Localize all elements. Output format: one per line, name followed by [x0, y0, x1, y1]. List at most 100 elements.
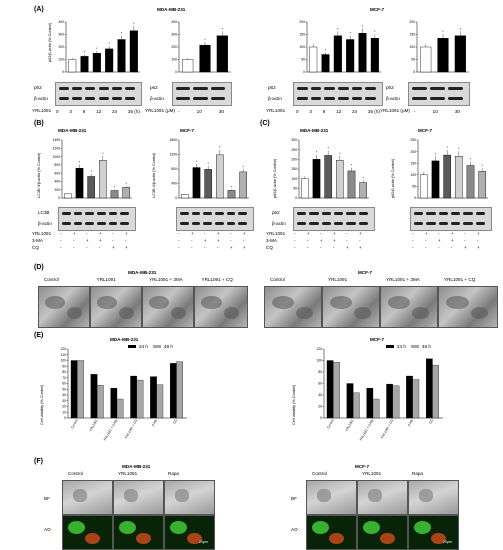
tick-label: 10 — [196, 109, 202, 114]
micrograph-d-mcf-cq — [438, 286, 498, 328]
bar-48h — [353, 392, 360, 419]
chart-a-mcf-dose: 0 50 100 150 200 * * — [409, 20, 469, 74]
micrograph-f-mda-ao-yrl — [113, 515, 164, 550]
bar — [122, 187, 130, 199]
panel-d-labels-mda: Control YRL1091 YRL1091 + 3MA YRL1091 + CQ — [38, 277, 248, 284]
sign-cell: + — [359, 245, 362, 250]
bar-48h — [176, 361, 183, 419]
legend-label-48h: 48 h — [163, 344, 173, 349]
y-tick-label: 60 — [62, 382, 66, 386]
sign-cell: + — [359, 231, 362, 236]
sign-row-label: 3-MA — [266, 238, 277, 243]
blot-band — [412, 87, 427, 90]
y-tick-label: 0 — [64, 416, 66, 420]
bar-48h — [116, 398, 124, 419]
micrograph-label: YRL1091 — [328, 277, 348, 282]
blot-band — [358, 212, 368, 215]
bar — [110, 190, 119, 199]
bar — [99, 160, 107, 199]
sign-cell: - — [230, 231, 232, 236]
blot-band — [430, 87, 445, 90]
sign-cell: - — [230, 238, 232, 243]
sign-cell: + — [425, 231, 428, 236]
chart-c-mda: 0 50 100 150 200 250 300 * * * * * — [291, 138, 369, 200]
sign-cell: + — [243, 245, 246, 250]
legend-label-48h: 48 h — [421, 344, 431, 349]
sign-row-label: CQ — [32, 245, 39, 250]
y-tick-label: 300 — [291, 138, 297, 142]
bar — [443, 154, 451, 199]
blot-band — [334, 222, 344, 225]
blot-band — [59, 97, 70, 100]
y-tick-label: 40 — [62, 393, 66, 397]
tick-label: 36 (h) — [367, 109, 380, 114]
bar-24h — [366, 387, 374, 419]
blot-band — [238, 212, 247, 215]
sign-row-label: YRL1091 — [266, 231, 286, 236]
bar-48h — [97, 385, 104, 419]
sign-cell: - — [178, 245, 180, 250]
blot-band — [324, 97, 335, 100]
y-tick-label: 200 — [171, 45, 177, 49]
significance-mark: * — [460, 27, 462, 31]
panel-a-time-row-label-1: YRL1091 — [32, 108, 52, 113]
y-tick-label: 0 — [413, 70, 415, 74]
panel-c-mcf-title: MCF-7 — [418, 128, 433, 133]
tick-label: 24 — [352, 109, 358, 114]
blot-band — [59, 87, 70, 90]
blot-a-actin-label-2: β-actin — [150, 96, 164, 101]
significance-mark: * — [84, 51, 86, 55]
y-tick-label: 400 — [171, 20, 177, 24]
y-tick-label: 0 — [175, 70, 177, 74]
y-tick-label: 50 — [411, 58, 415, 62]
blot-band — [72, 87, 83, 90]
bar — [239, 171, 247, 199]
legend-swatch-24h — [128, 345, 136, 348]
blot-a-p62-label-3: p62 — [268, 85, 276, 90]
blot-band — [124, 87, 135, 90]
bar — [420, 46, 432, 73]
micrograph-d-mda-3ma — [142, 286, 194, 328]
sign-cell: - — [204, 245, 206, 250]
blot-band — [73, 212, 83, 215]
blot-band — [120, 212, 129, 215]
micrograph-label: YRL1091 + 3MA — [386, 277, 420, 282]
panel-f-scale-2: 20μm — [443, 540, 452, 544]
significance-mark: * — [442, 30, 444, 34]
chart-a-mda-dose: 0 100 200 300 400 * * — [171, 20, 231, 74]
significance-mark: * — [219, 146, 221, 150]
blot-band — [108, 212, 118, 215]
sign-cell: + — [217, 238, 220, 243]
significance-mark: * — [222, 27, 224, 31]
micrograph-label: YRL1091 + CQ — [444, 277, 476, 282]
y-tick-label: 0 — [414, 196, 416, 200]
sign-cell: - — [86, 231, 88, 236]
blot-band — [321, 212, 331, 215]
panel-f-cols-mcf: Control YRL1091 Rapa — [306, 471, 456, 478]
y-tick-label: 70 — [62, 376, 66, 380]
y-tick-label: 150 — [291, 167, 297, 171]
blot-band — [85, 212, 94, 215]
blot-band — [324, 87, 335, 90]
panel-c-mda-title: MDA-MB-231 — [300, 128, 329, 133]
bar — [478, 171, 486, 199]
micrograph-f-mda-ao-rapa — [164, 515, 215, 550]
bar-48h — [333, 362, 340, 419]
blot-band — [438, 212, 448, 215]
blot-band — [297, 97, 308, 100]
bar — [129, 30, 138, 73]
y-tick-label: 200 — [299, 20, 305, 24]
bar-24h — [425, 358, 433, 419]
micrograph-f-mda-bf-control — [62, 480, 113, 515]
y-tick-label: 1200 — [169, 153, 177, 157]
y-tick-label: 20 — [318, 405, 322, 409]
sign-cell: + — [204, 238, 207, 243]
sign-cell: - — [217, 245, 219, 250]
column-label: Control — [312, 471, 327, 476]
y-tick-label: 30 — [62, 399, 66, 403]
sign-cell: + — [73, 231, 76, 236]
blot-band — [111, 87, 122, 90]
panel-c-ylabel-1: p62/β-actin (% Control) — [273, 158, 277, 198]
bar — [117, 39, 126, 73]
